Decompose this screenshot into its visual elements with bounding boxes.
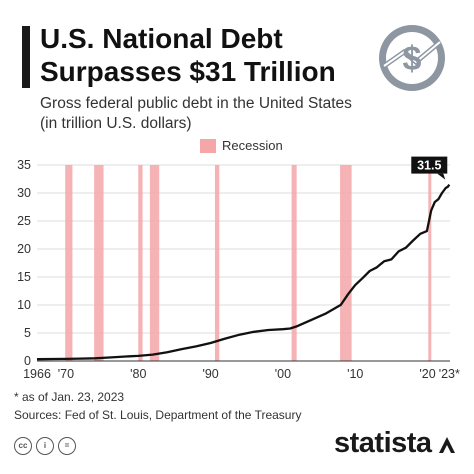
series-line: [36, 183, 451, 361]
y-tick-label: 5: [24, 326, 31, 340]
y-tick-label: 25: [17, 214, 31, 228]
recession-band: [428, 165, 432, 361]
statista-logo: statista: [334, 427, 457, 460]
x-tick-label: '23*: [439, 367, 460, 381]
recession-band: [340, 165, 352, 361]
attribution-icon: i: [36, 437, 54, 455]
title-line-2: Surpasses $31 Trillion: [40, 56, 336, 87]
y-tick-label: 0: [24, 354, 31, 368]
license-icons: cc i =: [14, 437, 76, 455]
x-tick-label: '70: [58, 367, 74, 381]
title-line-1: U.S. National Debt: [40, 23, 283, 54]
end-label-pointer: [437, 173, 446, 180]
x-tick-label: '00: [275, 367, 291, 381]
cc-icon: cc: [14, 437, 32, 455]
y-tick-label: 20: [17, 242, 31, 256]
end-label-box: [411, 156, 448, 174]
statista-mark-icon: [438, 436, 455, 453]
y-tick-label: 15: [17, 270, 31, 284]
recession-band: [291, 165, 297, 361]
no-derivatives-icon: =: [58, 437, 76, 455]
subtitle-line-2: (in trillion U.S. dollars): [40, 115, 192, 132]
subtitle-line-1: Gross federal public debt in the United …: [40, 95, 352, 112]
legend-recession-swatch: [200, 138, 216, 153]
recession-band: [149, 165, 160, 361]
legend-recession-label: Recession: [222, 138, 283, 153]
brand-name: statista: [334, 427, 432, 459]
x-tick-label: '20: [419, 367, 435, 381]
recession-band: [214, 165, 220, 361]
subtitle: Gross federal public debt in the United …: [40, 94, 370, 134]
recession-band: [94, 165, 104, 361]
dollar-glyph: $: [403, 40, 422, 78]
y-tick-label: 10: [17, 298, 31, 312]
page-title: U.S. National Debt Surpasses $31 Trillio…: [40, 22, 370, 88]
footnote: * as of Jan. 23, 2023: [14, 390, 125, 404]
y-tick-label: 35: [17, 158, 31, 172]
recession-band: [138, 165, 143, 361]
y-tick-label: 30: [17, 186, 31, 200]
title-accent-bar: [22, 26, 30, 88]
sources: Sources: Fed of St. Louis, Department of…: [14, 408, 302, 422]
x-tick-label: 1966: [23, 367, 51, 381]
recession-band: [65, 165, 73, 361]
dollar-coin-icon: $: [376, 22, 448, 99]
legend: Recession: [200, 138, 283, 153]
x-tick-label: '10: [347, 367, 363, 381]
x-tick-label: '90: [202, 367, 218, 381]
end-value-label: 31.5: [417, 159, 441, 173]
x-tick-label: '80: [130, 367, 146, 381]
